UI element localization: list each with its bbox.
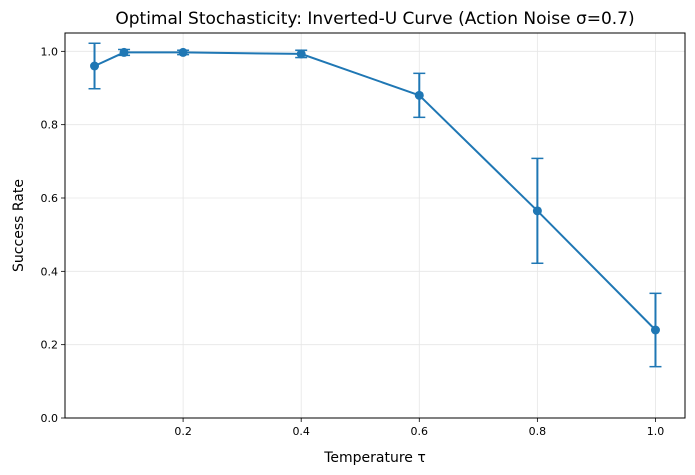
y-tick-label: 0.2 [41, 339, 59, 352]
x-tick-label: 1.0 [647, 425, 665, 438]
data-point [178, 47, 188, 57]
y-tick-label: 0.0 [41, 412, 59, 425]
y-tick-label: 0.8 [41, 119, 59, 132]
chart-title: Optimal Stochasticity: Inverted-U Curve … [115, 9, 634, 29]
data-point [414, 90, 424, 100]
x-tick-label: 0.8 [529, 425, 547, 438]
data-point [296, 49, 306, 59]
y-axis-label: Success Rate [11, 179, 27, 272]
x-tick-label: 0.2 [174, 425, 192, 438]
x-tick-label: 0.6 [411, 425, 429, 438]
data-point [119, 47, 129, 57]
data-point [650, 325, 660, 335]
data-point [90, 61, 100, 71]
ticks: 0.2 0.4 0.6 0.8 1.0 0.0 0.2 0.4 0.6 0.8 1.0 [41, 45, 665, 438]
x-tick-label: 0.4 [292, 425, 310, 438]
y-tick-label: 0.6 [41, 192, 59, 205]
plot-frame [64, 32, 686, 419]
data-point [532, 206, 542, 216]
y-tick-label: 1.0 [41, 45, 59, 58]
series [88, 42, 662, 368]
y-tick-label: 0.4 [41, 265, 59, 278]
x-axis-label: Temperature τ [323, 450, 426, 466]
